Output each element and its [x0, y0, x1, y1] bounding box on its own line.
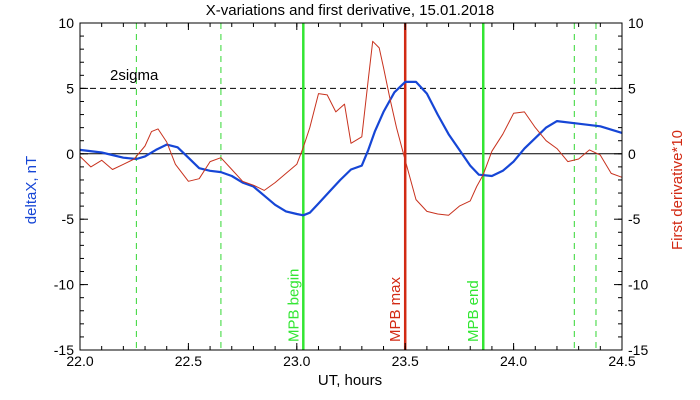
marker-labels: MPB begin MPB max MPB end [285, 269, 482, 342]
x-tick-label-0: 22.0 [66, 353, 93, 369]
y-tick-label-right-5: 10 [628, 15, 644, 31]
y-tick-label-left-0: -15 [54, 342, 74, 358]
y-tick-label-left-4: 5 [66, 80, 74, 96]
x-tick-label-4: 24.0 [500, 353, 527, 369]
y-tick-label-left-1: -10 [54, 277, 74, 293]
y-tick-label-right-3: 0 [628, 146, 636, 162]
plot-frame [79, 22, 623, 351]
axes: 22.0 22.5 23.0 23.5 24.0 24.5-15 -15-10 -10-5 -5… [54, 15, 649, 369]
marker-label-mpb-max: MPB max [387, 276, 404, 342]
y-tick-label-left-5: 10 [58, 15, 74, 31]
reference-lines [80, 87, 622, 155]
x-axis-label: UT, hours [318, 372, 382, 389]
deltaX-series-line [79, 80, 623, 217]
y-tick-label-right-0: -15 [628, 342, 648, 358]
x-tick-label-3: 23.5 [392, 353, 419, 369]
y-axis-label-right: First derivative*10 [669, 130, 686, 250]
marker-label-mpb-end: MPB end [465, 280, 482, 342]
y-tick-label-left-2: -5 [62, 211, 75, 227]
y-tick-label-right-4: 5 [628, 80, 636, 96]
derivative-series-line [79, 40, 623, 216]
y-tick-label-right-2: -5 [628, 211, 641, 227]
y-tick-label-right-1: -10 [628, 277, 648, 293]
vertical-markers [135, 23, 597, 350]
data-series [79, 40, 623, 217]
chart-title: X-variations and first derivative, 15.01… [206, 2, 495, 19]
x-tick-label-1: 22.5 [175, 353, 202, 369]
two-sigma-label: 2sigma [110, 67, 159, 84]
x-tick-label-5: 24.5 [608, 353, 635, 369]
marker-label-mpb-begin: MPB begin [285, 269, 302, 342]
y-axis-label-left: deltaX, nT [23, 156, 40, 224]
x-tick-label-2: 23.0 [283, 353, 310, 369]
y-tick-label-left-3: 0 [66, 146, 74, 162]
